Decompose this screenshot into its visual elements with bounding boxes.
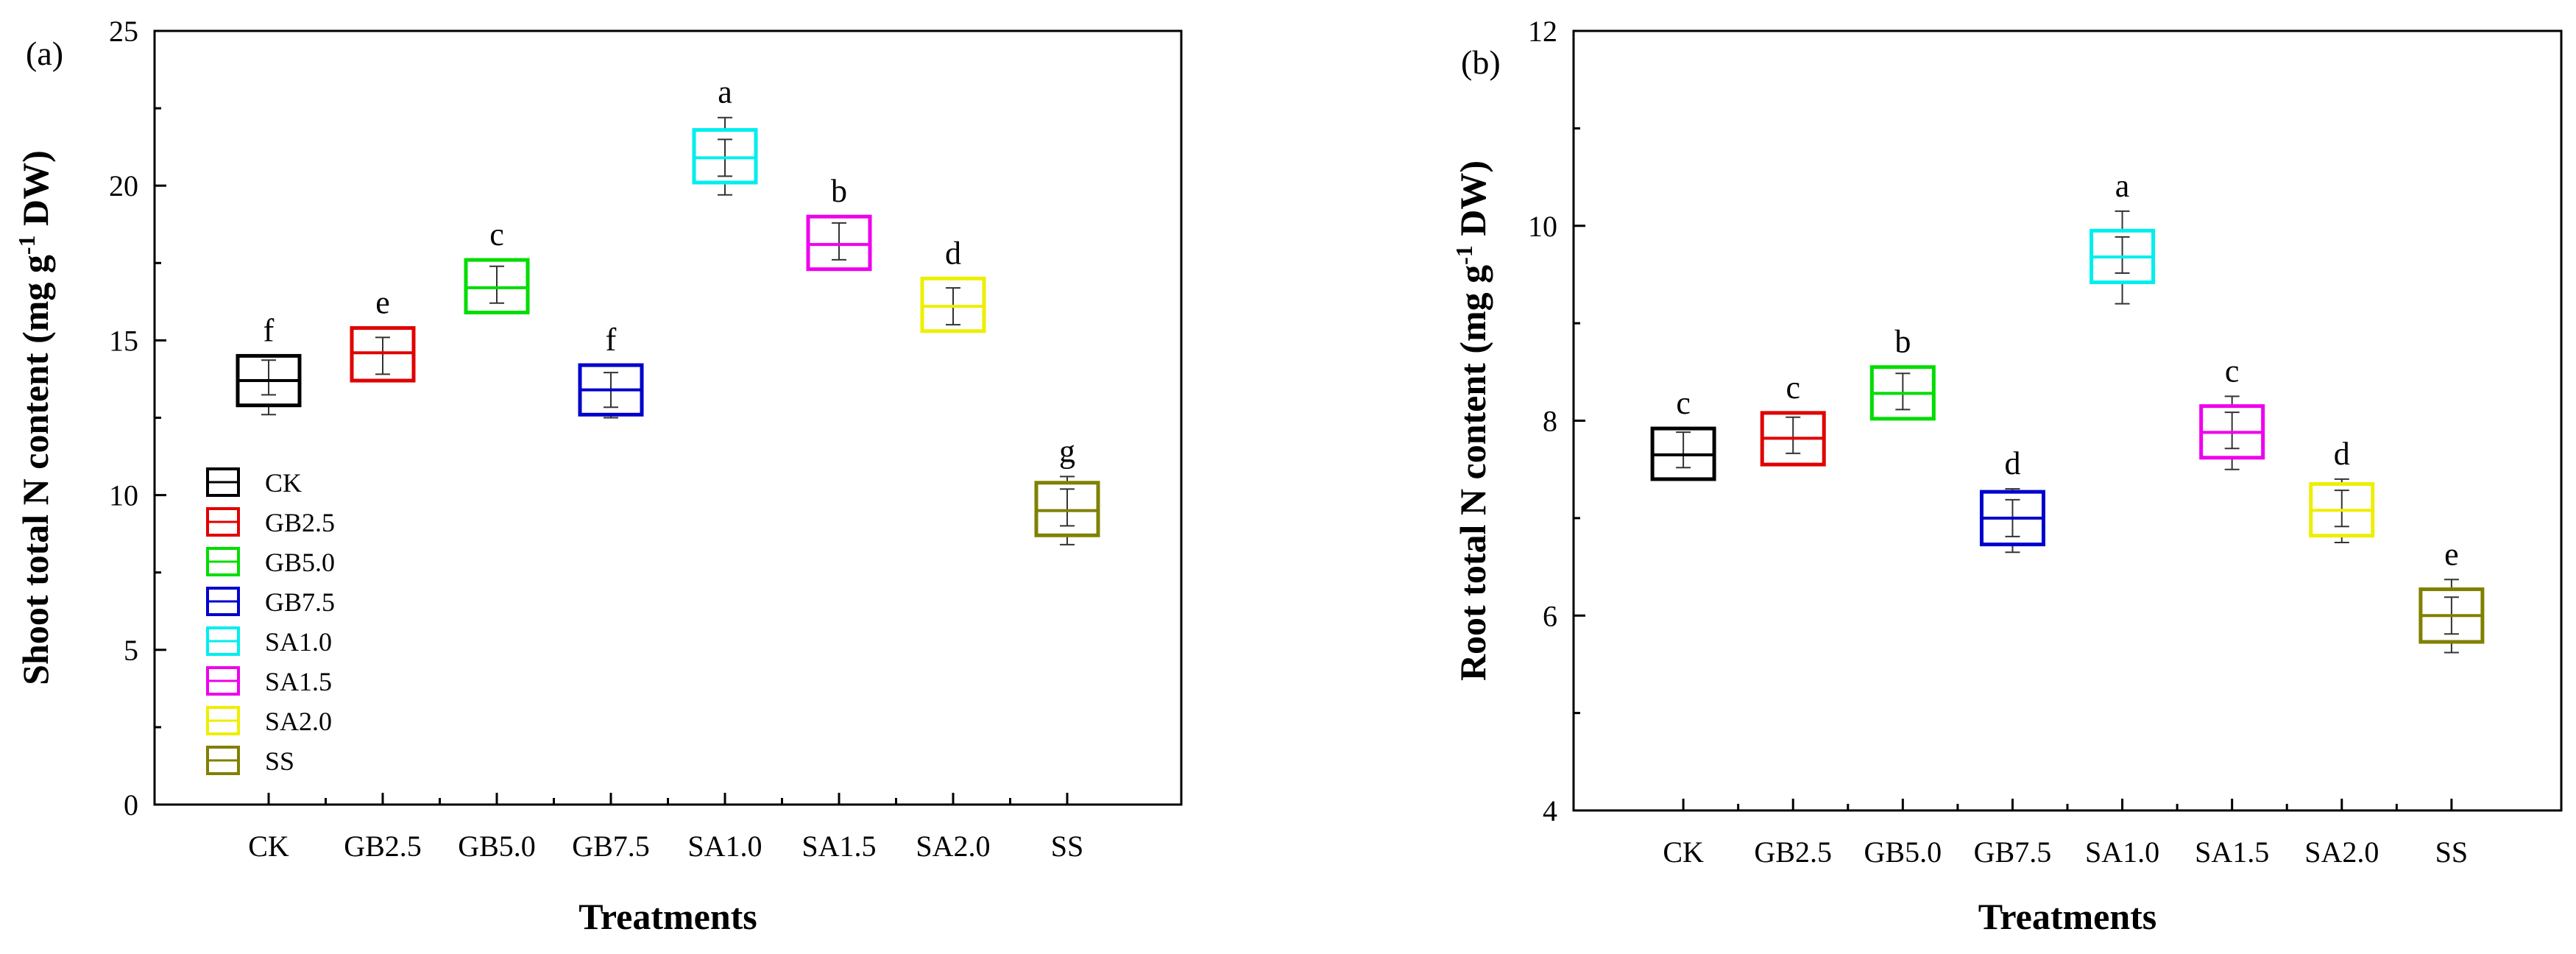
y-tick-label: 10: [1528, 210, 1557, 243]
box-GB2.5: c: [1760, 370, 1826, 467]
box-CK: f: [236, 312, 302, 416]
box-SA1.0: a: [692, 74, 758, 196]
y-tick-label: 25: [109, 15, 138, 48]
box-SA1.5: c: [2199, 353, 2265, 470]
legend-label: SS: [265, 746, 294, 776]
legend-item: SA2.0: [206, 706, 332, 736]
significance-letter: f: [606, 322, 617, 358]
box-SS: g: [1034, 433, 1100, 545]
box-SA1.5: b: [806, 173, 872, 272]
legend-label: SA1.0: [265, 627, 332, 657]
significance-letter: c: [1676, 385, 1691, 421]
panel-a: 0 5 10 15 20 25 CK GB2.5 GB5.0 GB7.5 SA1.0 SA1.5 SA2…: [13, 15, 1183, 937]
y-axis-title-superscript: -1: [1451, 245, 1477, 265]
x-tick-label: SA2.0: [2304, 835, 2379, 869]
x-tick-label: GB5.0: [1864, 835, 1942, 869]
significance-letter: b: [1894, 324, 1911, 360]
box-body: [1034, 481, 1100, 537]
x-tick-label: SA2.0: [916, 830, 990, 863]
box-body: [350, 326, 416, 383]
box-body: [464, 258, 530, 315]
significance-letter: d: [2334, 436, 2350, 472]
x-tick-label: SA1.5: [2195, 835, 2269, 869]
y-tick-label: 8: [1543, 405, 1557, 438]
x-tick-label: GB7.5: [1974, 835, 2052, 869]
box-CK: c: [1650, 385, 1716, 481]
x-tick-label: GB7.5: [572, 830, 650, 863]
x-tick-label: SS: [2435, 835, 2469, 869]
significance-letter: g: [1059, 433, 1075, 469]
y-tick-label: 10: [109, 479, 138, 512]
panel-b: 4 6 8 10 12 CK GB2.5 GB5.0 GB7.5 SA1.0 SA1.5 SA2.0 S…: [1451, 15, 2563, 937]
legend-item: GB7.5: [206, 587, 335, 617]
x-tick-label: SA1.0: [2085, 835, 2159, 869]
significance-letter: d: [945, 235, 961, 271]
x-tick-label: GB5.0: [458, 830, 536, 863]
legend-item: GB2.5: [206, 507, 335, 537]
box-SA2.0: d: [920, 235, 986, 333]
y-tick-label: 6: [1543, 599, 1557, 632]
box-body: [806, 214, 872, 272]
y-tick-label: 12: [1528, 15, 1557, 48]
y-tick-label: 5: [124, 634, 138, 667]
legend-label: CK: [265, 468, 302, 498]
x-tick-label: SS: [1051, 830, 1084, 863]
y-axis-title: Shoot total N content (mg g-1 DW): [13, 150, 56, 685]
box-GB7.5: f: [578, 322, 644, 419]
y-axis-title-part: Root total N content (mg g: [1452, 265, 1493, 681]
box-body: [920, 276, 986, 333]
legend-item: SA1.5: [206, 666, 332, 696]
y-axis-title-superscript: -1: [13, 235, 40, 255]
significance-letter: a: [718, 74, 732, 110]
plot-frame: [1572, 29, 2563, 812]
box-body: [692, 128, 758, 185]
x-tick-label: CK: [1663, 835, 1704, 869]
x-tick-label: CK: [248, 830, 289, 863]
significance-letter: a: [2115, 168, 2130, 204]
legend-item: GB5.0: [206, 547, 335, 577]
x-tick-label: SA1.5: [802, 830, 876, 863]
x-axis-title: Treatments: [1978, 896, 2157, 937]
significance-letter: d: [2004, 445, 2020, 481]
legend-label: GB7.5: [265, 587, 335, 617]
legend-label: GB2.5: [265, 508, 335, 537]
box-GB7.5: d: [1979, 445, 2045, 554]
significance-letter: e: [375, 285, 390, 321]
significance-letter: c: [489, 216, 504, 252]
panel-label: (a): [26, 35, 63, 72]
box-SA1.0: a: [2090, 168, 2156, 305]
x-tick-label: SA1.0: [687, 830, 762, 863]
y-axis-title-part: Shoot total N content (mg g: [15, 255, 56, 685]
legend-item: SA1.0: [206, 626, 332, 657]
y-axis-title-part: DW): [15, 150, 56, 235]
significance-letter: c: [1786, 370, 1800, 406]
box-GB2.5: e: [350, 285, 416, 383]
y-axis-title: Root total N content (mg g-1 DW): [1451, 160, 1493, 681]
significance-letter: b: [831, 173, 847, 209]
x-tick-label: GB2.5: [1754, 835, 1832, 869]
box-GB5.0: b: [1869, 324, 1936, 421]
legend-item: SS: [206, 746, 294, 776]
x-axis-title: Treatments: [578, 896, 757, 937]
significance-letter: c: [2225, 353, 2240, 389]
y-tick-label: 4: [1543, 794, 1557, 827]
legend-item: CK: [206, 467, 302, 498]
legend-label: SA1.5: [265, 667, 332, 696]
y-tick-label: 15: [109, 324, 138, 357]
box-SA2.0: d: [2309, 436, 2375, 543]
legend: CK GB2.5 GB5.0 GB7.5 SA1.0 SA1.5 SA2.0 SS: [206, 467, 335, 776]
panel-label: (b): [1461, 43, 1501, 81]
significance-letter: f: [263, 312, 275, 348]
significance-letter: e: [2444, 536, 2459, 572]
legend-label: SA2.0: [265, 707, 332, 736]
box-SS: e: [2418, 536, 2485, 654]
legend-label: GB5.0: [265, 548, 335, 577]
y-axis-title-part: DW): [1452, 160, 1493, 245]
y-tick-label: 0: [124, 788, 138, 822]
x-tick-label: GB2.5: [344, 830, 422, 863]
y-tick-label: 20: [109, 169, 138, 202]
box-GB5.0: c: [464, 216, 530, 315]
